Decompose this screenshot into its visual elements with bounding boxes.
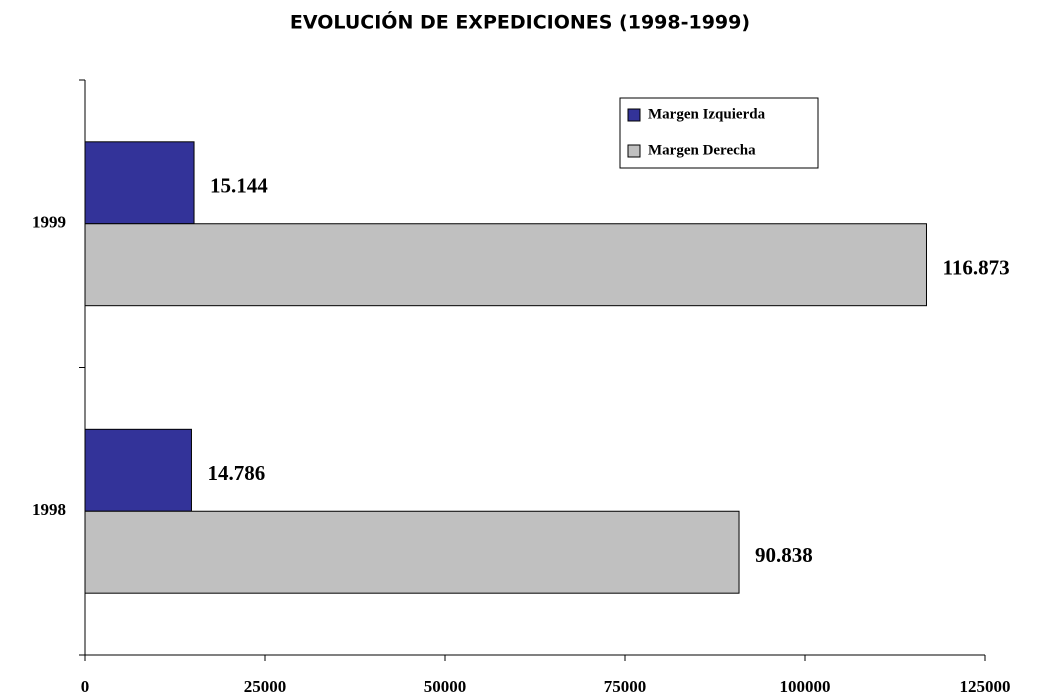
legend-box: [619, 97, 819, 169]
bar: [84, 223, 927, 307]
legend-label: Margen Derecha: [648, 142, 756, 158]
legend: Margen Izquierda Margen Derecha: [619, 97, 819, 169]
value-label: 14.786: [207, 461, 265, 485]
x-tick-label: 125000: [960, 677, 1011, 696]
legend-label: Margen Izquierda: [648, 106, 766, 122]
value-label: 116.873: [942, 256, 1009, 280]
legend-swatch: [627, 108, 641, 122]
bar: [84, 428, 192, 512]
value-label: 15.144: [210, 174, 268, 198]
legend-swatch: [627, 144, 641, 158]
x-tick-label: 0: [81, 677, 90, 696]
x-tick-label: 25000: [244, 677, 287, 696]
y-tick-label: 1998: [32, 500, 66, 519]
bar: [84, 141, 195, 225]
x-tick-label: 100000: [780, 677, 831, 696]
x-tick-label: 75000: [604, 677, 647, 696]
x-tick-label: 50000: [424, 677, 467, 696]
bar: [84, 510, 740, 594]
value-label: 90.838: [755, 543, 813, 567]
chart-title: EVOLUCIÓN DE EXPEDICIONES (1998-1999): [290, 10, 750, 34]
y-tick-label: 1999: [32, 213, 66, 232]
